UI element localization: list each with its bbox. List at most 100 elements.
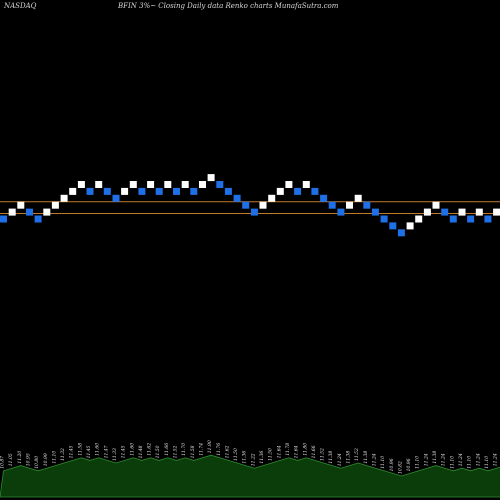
volume-area [0, 454, 500, 498]
volume-label: 11.76 [216, 443, 222, 456]
volume-label: 11.70 [181, 443, 187, 456]
renko-brick-up [95, 181, 103, 188]
renko-brick-down [328, 201, 336, 209]
renko-brick-up [147, 181, 155, 188]
volume-label: 11.24 [493, 453, 499, 466]
renko-brick-up [415, 215, 423, 223]
volume-label: 11.74 [199, 443, 205, 456]
renko-brick-down [380, 215, 388, 223]
renko-brick-down [26, 208, 33, 216]
volume-label: 11.58 [190, 445, 196, 458]
volume-label: 11.24 [337, 453, 343, 466]
renko-brick-up [121, 187, 129, 195]
volume-label: 11.10 [484, 456, 490, 469]
renko-bricks [0, 174, 500, 237]
renko-brick-down [0, 215, 7, 223]
volume-label: 11.38 [363, 451, 369, 464]
volume-label: 10.82 [397, 461, 403, 474]
volume-label: 11.64 [276, 445, 282, 458]
volume-label: 11.38 [328, 451, 334, 464]
renko-brick-down [112, 194, 120, 202]
renko-brick-down [216, 181, 224, 188]
volume-label: 11.48 [138, 445, 144, 458]
renko-brick-up [354, 194, 362, 202]
renko-brick-up [423, 208, 431, 216]
volume-label: 11.10 [467, 456, 473, 469]
volume-label: 11.38 [346, 451, 352, 464]
renko-brick-up [207, 174, 215, 182]
volume-label: 11.24 [475, 453, 481, 466]
volume-label: 10.99 [43, 453, 49, 466]
renko-brick-up [302, 181, 310, 188]
renko-brick-down [138, 187, 146, 195]
volume-label: 11.38 [432, 451, 438, 464]
renko-brick-down [363, 201, 371, 209]
renko-brick-down [34, 215, 42, 223]
volume-label: 11.10 [51, 451, 57, 464]
renko-brick-down [224, 187, 232, 195]
volume-label: 11.80 [302, 443, 308, 456]
renko-brick-up [129, 181, 137, 188]
renko-brick-down [190, 187, 198, 195]
volume-label: 11.20 [17, 451, 23, 464]
renko-brick-down [233, 194, 241, 202]
renko-brick-down [242, 201, 250, 209]
volume-label: 11.50 [268, 448, 274, 461]
renko-brick-down [103, 187, 111, 195]
volume-label: 11.05 [8, 453, 14, 466]
volume-label: 10.95 [26, 453, 32, 466]
volume-label: 11.58 [77, 443, 83, 456]
renko-brick-up [51, 201, 59, 209]
reference-lines [0, 201, 500, 214]
renko-brick-down [86, 187, 94, 195]
exchange-label: NASDAQ [3, 2, 37, 10]
volume-label: 10.87 [0, 456, 6, 469]
volume-label: 11.32 [60, 448, 66, 461]
volume-label: 11.45 [69, 445, 75, 458]
volume-label: 11.22 [250, 453, 256, 466]
renko-brick-up [43, 208, 51, 216]
renko-brick-up [259, 201, 267, 209]
renko-brick-up [406, 222, 414, 230]
renko-brick-down [467, 215, 475, 223]
renko-brick-up [346, 201, 353, 209]
renko-brick-down [441, 208, 449, 216]
renko-brick-down [173, 187, 180, 195]
chart-title: BFIN 3%~ Closing Daily data Renko charts… [117, 2, 339, 10]
volume-label: 11.64 [294, 445, 300, 458]
renko-brick-up [475, 208, 483, 216]
renko-brick-up [77, 181, 85, 188]
renko-brick-up [69, 187, 77, 195]
renko-brick-down [397, 229, 405, 237]
renko-brick-up [60, 194, 68, 202]
volume-label: 10.96 [406, 458, 412, 471]
volume-label: 11.78 [285, 443, 291, 456]
renko-brick-down [449, 215, 457, 223]
volume-label: 11.62 [147, 443, 153, 456]
volume-label: 11.62 [224, 445, 230, 458]
renko-brick-up [276, 187, 284, 195]
renko-brick-down [484, 215, 492, 223]
volume-label: 11.60 [95, 443, 101, 456]
volume-label: 11.45 [86, 445, 92, 458]
renko-brick-down [371, 208, 379, 216]
renko-brick-up [181, 181, 189, 188]
volume-label: 11.10 [380, 456, 386, 469]
renko-brick-up [199, 181, 206, 188]
renko-brick-down [155, 187, 163, 195]
renko-brick-up [17, 201, 25, 209]
renko-brick-up [493, 208, 500, 216]
volume-label: 10.96 [389, 458, 395, 471]
volume-label: 11.60 [129, 443, 135, 456]
volume-labels: 10.87 11.05 11.20 10.95 10.80 10.99 11.10 11.32… [0, 440, 499, 474]
volume-label: 11.36 [242, 451, 248, 464]
volume-label: 11.24 [441, 453, 447, 466]
renko-brick-down [389, 222, 397, 230]
renko-brick-down [337, 208, 345, 216]
volume-label: 11.52 [173, 445, 179, 458]
renko-brick-down [250, 208, 258, 216]
volume-label: 11.90 [207, 440, 213, 453]
volume-label: 10.80 [34, 456, 40, 469]
volume-label: 11.10 [415, 456, 421, 469]
